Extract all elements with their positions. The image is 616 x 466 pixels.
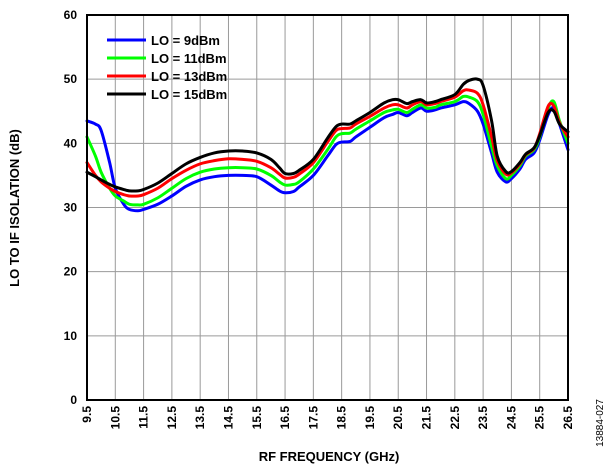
x-tick-label: 12.5	[165, 406, 179, 430]
series-line-4	[85, 77, 570, 193]
x-tick-label: 24.5	[504, 406, 518, 430]
x-axis-title: RF FREQUENCY (GHz)	[259, 449, 400, 464]
x-tick-label: 10.5	[108, 406, 122, 430]
x-tick-label: 21.5	[420, 406, 434, 430]
y-tick-label: 50	[64, 72, 78, 86]
series-layer	[85, 77, 570, 213]
x-tick-label: 15.5	[250, 406, 264, 430]
y-tick-label: 20	[64, 265, 78, 279]
series-line-2	[85, 94, 570, 207]
x-tick-label: 9.5	[80, 406, 94, 423]
x-tick-labels: 9.5 10.5 11.5 12.5 13.5 14.5 15.5 16.5 17.5 18.5 1…	[80, 406, 575, 430]
legend-label-1: LO = 9dBm	[151, 33, 220, 48]
legend-label-3: LO = 13dBm	[151, 69, 227, 84]
legend-label-2: LO = 11dBm	[151, 51, 227, 66]
x-tick-label: 22.5	[448, 406, 462, 430]
x-tick-label: 18.5	[335, 406, 349, 430]
x-tick-label: 13.5	[193, 406, 207, 430]
y-tick-label: 60	[64, 8, 78, 22]
x-tick-label: 14.5	[221, 406, 235, 430]
x-tick-label: 26.5	[561, 406, 575, 430]
series-line-1	[85, 100, 570, 213]
x-tick-label: 20.5	[391, 406, 405, 430]
y-tick-label: 10	[64, 329, 78, 343]
x-tick-label: 19.5	[363, 406, 377, 430]
y-tick-label: 30	[64, 201, 78, 215]
x-tick-label: 25.5	[533, 406, 547, 430]
plot-frame	[86, 14, 569, 401]
legend-label-4: LO = 15dBm	[151, 87, 227, 102]
y-axis-title: LO TO IF ISOLATION (dB)	[7, 129, 22, 287]
y-tick-label: 0	[70, 393, 77, 407]
x-tick-label: 11.5	[137, 406, 151, 429]
x-tick-label: 16.5	[278, 406, 292, 430]
figure-id: 13884-027	[595, 399, 606, 447]
x-tick-label: 23.5	[476, 406, 490, 430]
x-tick-label: 17.5	[306, 406, 320, 430]
y-tick-labels: 0 10 20 30 40 50 60	[64, 8, 78, 407]
legend: LO = 9dBm LO = 11dBm LO = 13dBm LO = 15dBm	[107, 33, 227, 102]
series-line-3	[85, 88, 570, 198]
y-tick-label: 40	[64, 136, 78, 150]
